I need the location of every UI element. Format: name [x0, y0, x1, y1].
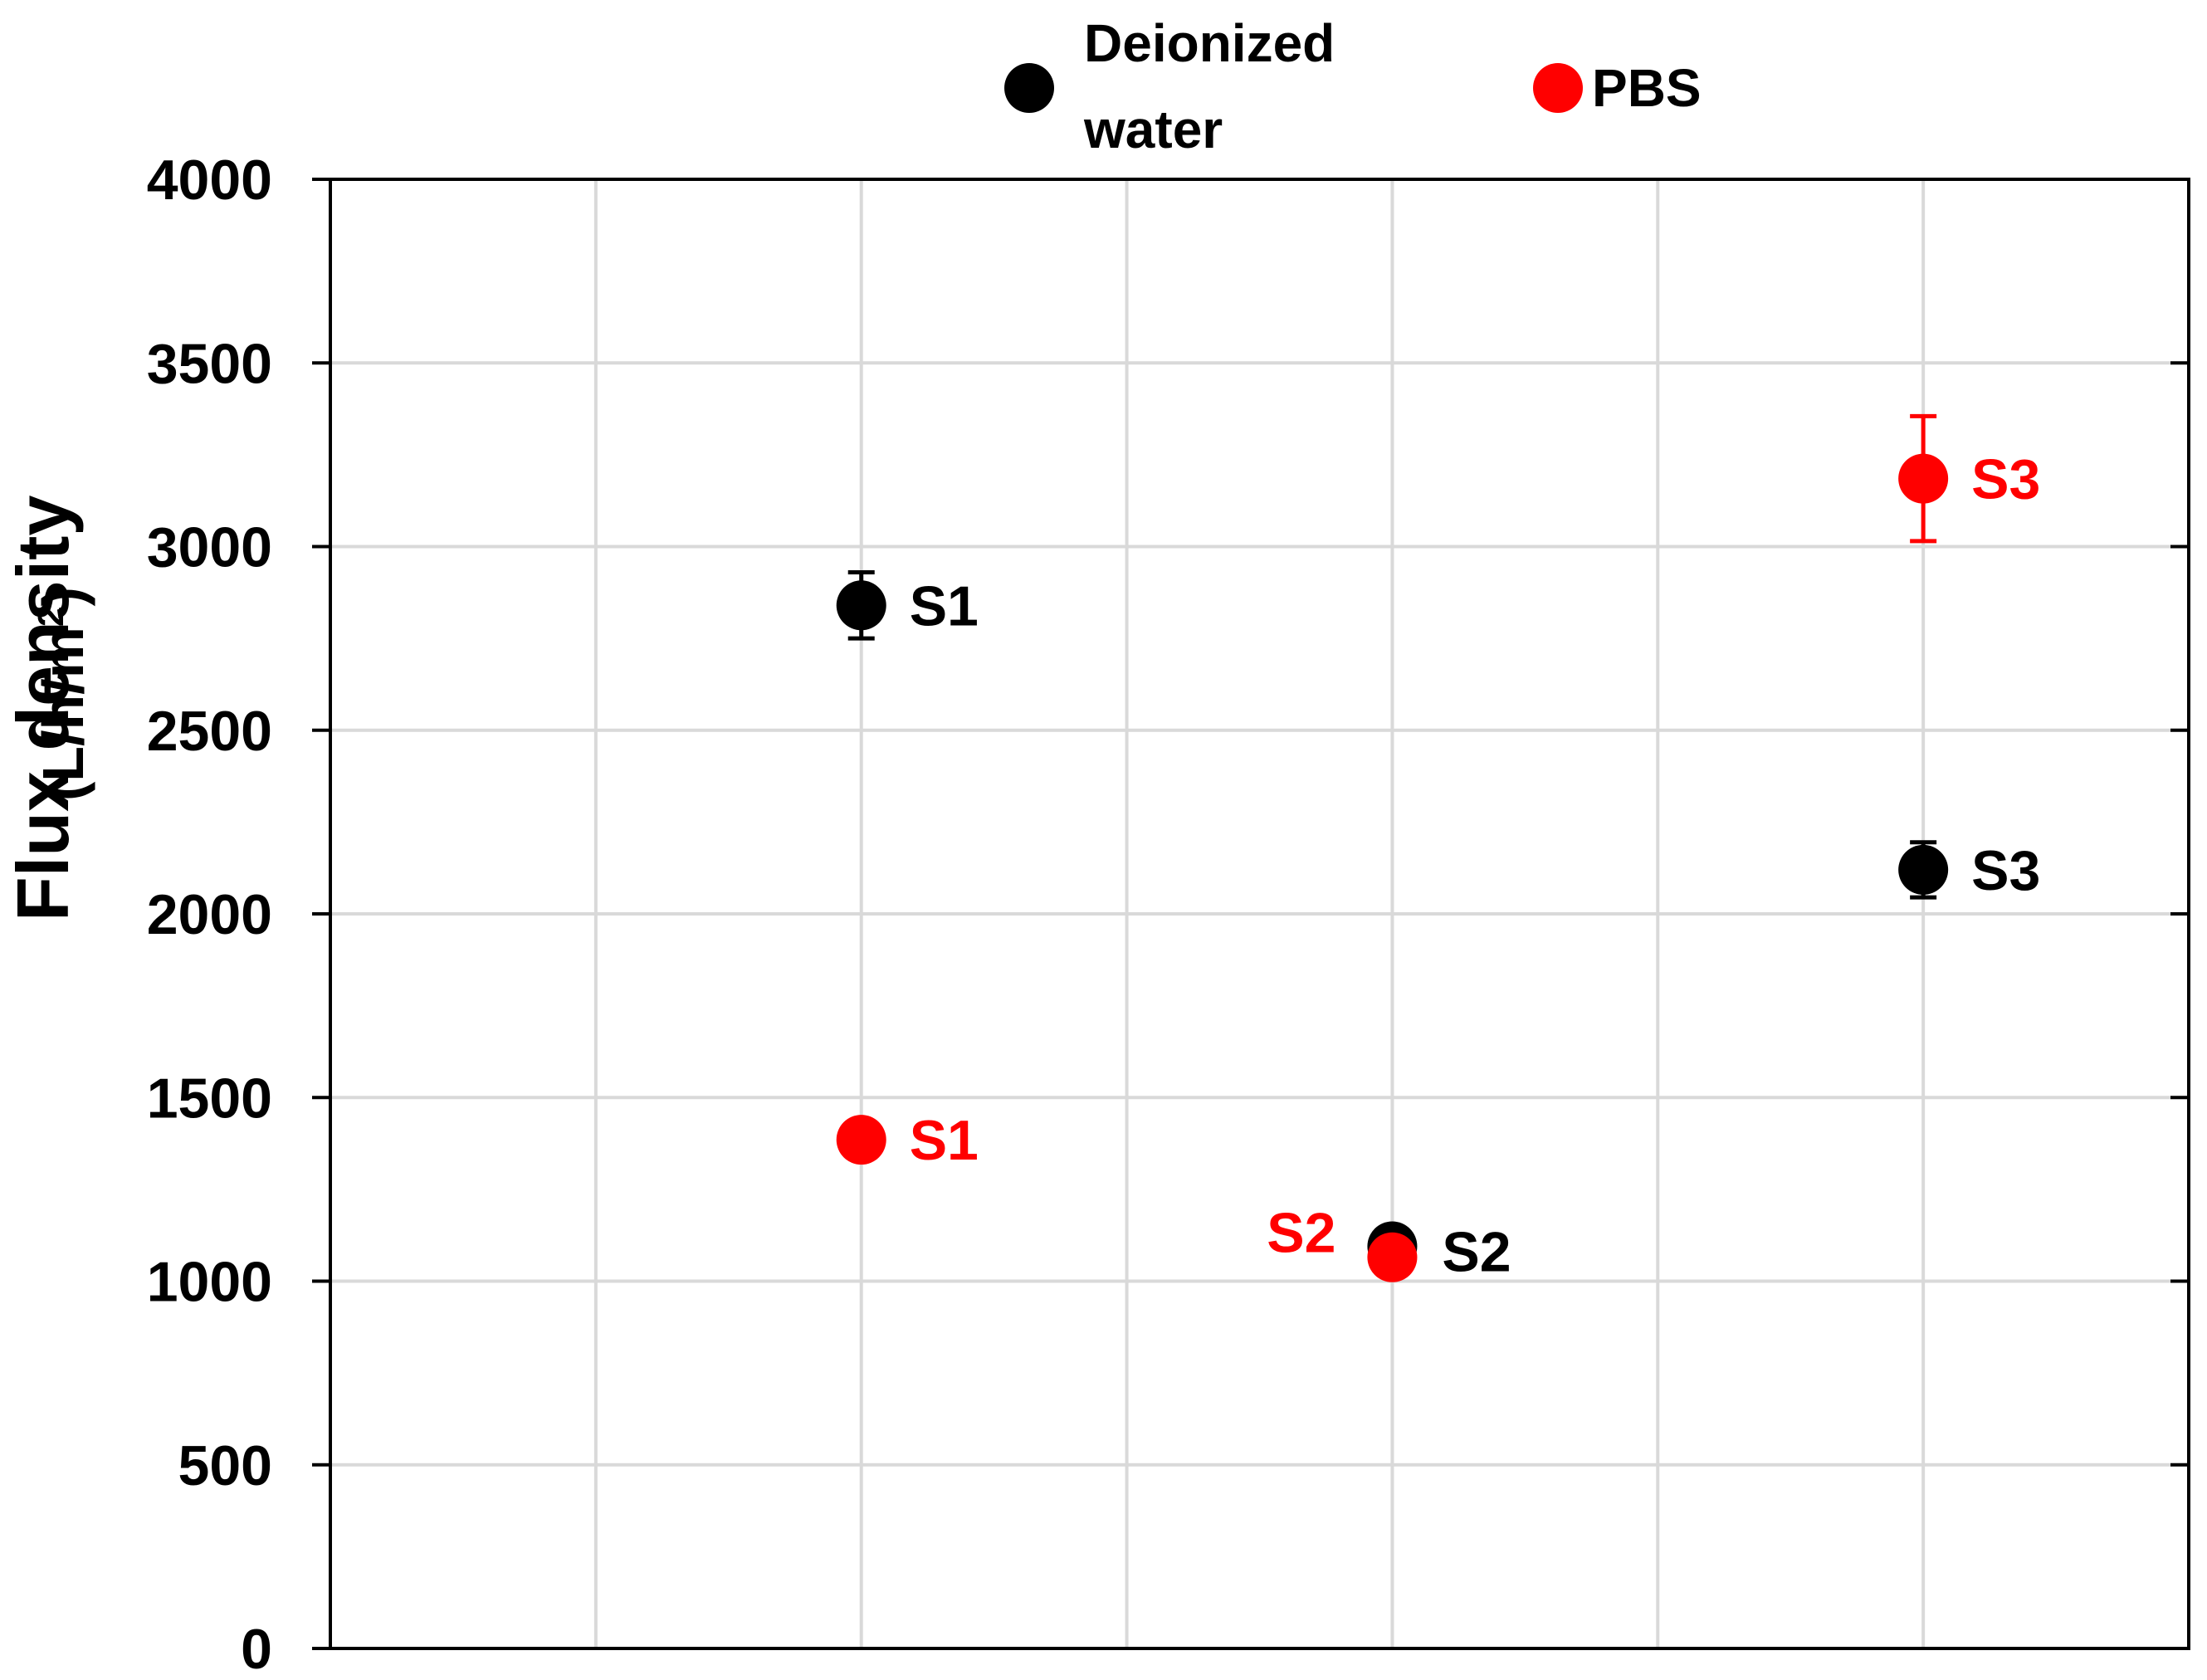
legend-label-deionized-water-line1: Deionized	[1084, 13, 1335, 73]
data-label-deionized-water-s1: S1	[910, 574, 979, 637]
data-point-pbs-s1	[836, 1115, 886, 1165]
legend-marker-pbs	[1533, 63, 1583, 113]
data-point-pbs-s2	[1367, 1232, 1418, 1282]
legend: Deionized water PBS	[1004, 13, 1702, 159]
y-tick-label-4000: 4000	[147, 149, 272, 212]
y-tick-label-3500: 3500	[147, 332, 272, 395]
legend-label-pbs: PBS	[1592, 58, 1702, 118]
y-axis-label-group: Flux density	[2, 496, 84, 921]
y-axis-unit-label: (L/h/m2)	[31, 587, 96, 801]
y-tick-label-0: 0	[241, 1618, 272, 1680]
grid-layer	[330, 179, 2189, 1648]
legend-marker-deionized-water	[1004, 63, 1054, 113]
y-axis-label: Flux density	[2, 496, 84, 921]
axis-layer	[312, 178, 2190, 1650]
data-label-deionized-water-s3: S3	[1971, 839, 2040, 902]
data-point-deionized-water-s1	[836, 580, 886, 631]
data-label-pbs-s2: S2	[1267, 1202, 1335, 1265]
y-tick-label-1500: 1500	[147, 1067, 272, 1130]
y-tick-labels: 0 500 1000 1500 2000 2500 3000 3500 4000	[147, 149, 272, 1680]
y-tick-label-2000: 2000	[147, 883, 272, 946]
data-point-pbs-s3	[1898, 453, 1949, 504]
series-layer: S1 S2 S3 S1 S2 S3	[836, 413, 2040, 1283]
y-tick-label-500: 500	[178, 1434, 272, 1497]
data-label-pbs-s3: S3	[1971, 448, 2040, 511]
y-axis-unit-group: (L/h/m2)	[31, 587, 96, 801]
legend-label-deionized-water-line2: water	[1083, 100, 1223, 159]
data-point-deionized-water-s3	[1898, 844, 1949, 895]
y-tick-label-2500: 2500	[147, 700, 272, 763]
data-label-pbs-s1: S1	[910, 1109, 979, 1172]
y-tick-label-1000: 1000	[147, 1251, 272, 1314]
data-label-deionized-water-s2: S2	[1442, 1220, 1511, 1283]
y-tick-label-3000: 3000	[147, 516, 272, 579]
